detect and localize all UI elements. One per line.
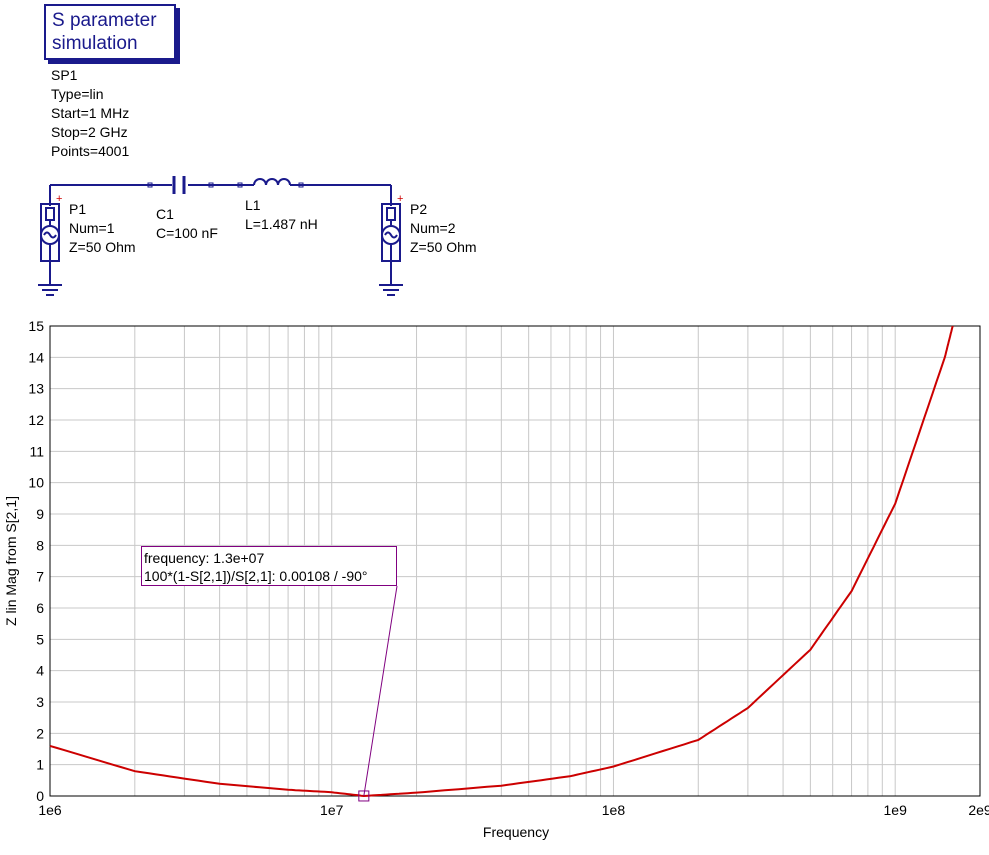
- y-tick-label: 14: [28, 349, 44, 365]
- c1-label: C1 C=100 nF: [156, 205, 218, 243]
- y-tick-label: 4: [36, 663, 44, 679]
- x-tick-label: 2e9: [968, 802, 989, 818]
- sim-box-title-line2: simulation: [52, 33, 138, 54]
- x-tick-label: 1e8: [602, 802, 626, 818]
- l1-value[interactable]: L=1.487 nH: [245, 216, 318, 232]
- sim-name: SP1: [51, 67, 78, 83]
- l1-name: L1: [245, 197, 261, 213]
- y-tick-label: 3: [36, 694, 44, 710]
- y-tick-label: 5: [36, 631, 44, 647]
- p2-label: P2 Num=2 Z=50 Ohm: [410, 200, 477, 257]
- p2-impedance[interactable]: Z=50 Ohm: [410, 239, 477, 255]
- marker-point: [358, 790, 370, 802]
- x-tick-label: 1e9: [884, 802, 908, 818]
- y-tick-label: 10: [28, 475, 44, 491]
- x-tick-labels: 1e6 1e7 1e8 1e9 2e9: [38, 802, 989, 818]
- port-p2-symbol[interactable]: [379, 203, 403, 296]
- y-axis-title: Z lin Mag from S[2,1]: [3, 496, 19, 626]
- sim-start[interactable]: Start=1 MHz: [51, 105, 130, 121]
- y-tick-label: 7: [36, 569, 44, 585]
- c1-value[interactable]: C=100 nF: [156, 225, 218, 241]
- p2-name: P2: [410, 201, 428, 217]
- y-tick-label: 11: [29, 443, 44, 459]
- p1-num[interactable]: Num=1: [69, 220, 115, 236]
- simulation-properties: SP1 Type=lin Start=1 MHz Stop=2 GHz Poin…: [51, 66, 129, 161]
- x-axis-title: Frequency: [483, 824, 549, 840]
- marker-tooltip[interactable]: frequency: 1.3e+07 100*(1-S[2,1])/S[2,1]…: [141, 546, 397, 586]
- y-tick-label: 15: [28, 318, 44, 334]
- y-tick-label: 8: [36, 537, 44, 553]
- inductor-l1-symbol[interactable]: [237, 178, 304, 188]
- x-tick-label: 1e6: [38, 802, 62, 818]
- y-tick-label: 0: [36, 788, 44, 804]
- y-tick-label: 9: [36, 506, 44, 522]
- x-tick-label: 1e7: [320, 802, 344, 818]
- sim-points[interactable]: Points=4001: [51, 143, 130, 159]
- p1-label: P1 Num=1 Z=50 Ohm: [69, 200, 136, 257]
- sim-stop[interactable]: Stop=2 GHz: [51, 124, 128, 140]
- p2-num[interactable]: Num=2: [410, 220, 456, 236]
- p1-name: P1: [69, 201, 87, 217]
- l1-label: L1 L=1.487 nH: [245, 196, 318, 234]
- y-tick-label: 6: [36, 600, 44, 616]
- c1-name: C1: [156, 206, 174, 222]
- capacitor-c1-symbol[interactable]: [147, 176, 214, 194]
- series-line: [49, 325, 954, 798]
- port-p1-symbol[interactable]: [38, 203, 62, 296]
- svg-text:+: +: [397, 193, 403, 205]
- plot-frame: [49, 325, 981, 797]
- marker-leader-line: [363, 585, 398, 797]
- y-tick-label: 12: [28, 412, 44, 428]
- marker-value-text: 100*(1-S[2,1])/S[2,1]: 0.00108 / -90°: [144, 568, 368, 584]
- y-tick-label: 1: [36, 757, 44, 773]
- sparameter-simulation-block[interactable]: S parameter simulation: [44, 4, 176, 60]
- marker-frequency-text: frequency: 1.3e+07: [144, 550, 265, 566]
- schematic: + +: [38, 176, 403, 296]
- p1-impedance[interactable]: Z=50 Ohm: [69, 239, 136, 255]
- sim-box-title-line1: S parameter: [52, 10, 157, 31]
- y-tick-label: 13: [28, 381, 44, 397]
- sim-type[interactable]: Type=lin: [51, 86, 104, 102]
- svg-text:+: +: [56, 193, 62, 205]
- y-tick-label: 2: [36, 725, 44, 741]
